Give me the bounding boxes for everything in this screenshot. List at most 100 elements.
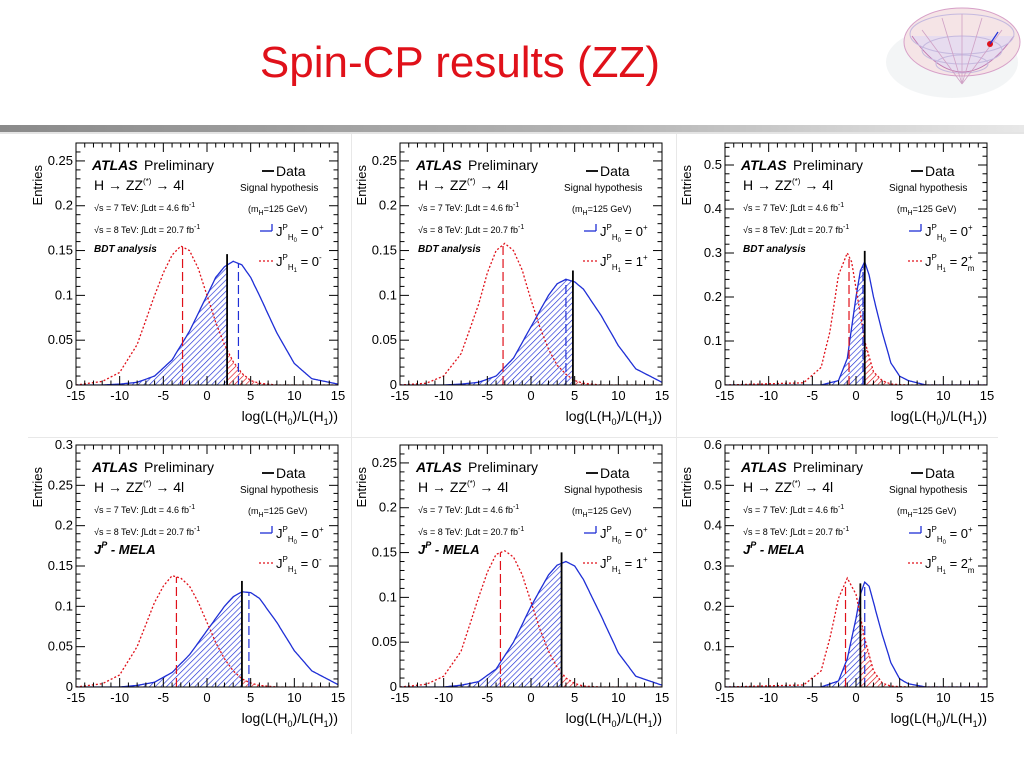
y-tick-label: 0.2 xyxy=(55,198,73,213)
series-null-line xyxy=(725,580,987,687)
x-tick-label: -15 xyxy=(716,388,735,403)
hyp-hsub: 1 xyxy=(294,570,298,576)
null-tail-hatch xyxy=(400,279,573,385)
series-null-line xyxy=(76,591,338,687)
mass-text: =125 GeV) xyxy=(913,506,957,516)
legend-alt-label: JPH1 = 1+ xyxy=(600,253,648,274)
atlas-text: ATLAS xyxy=(91,459,138,475)
hyp-j: J xyxy=(276,556,283,571)
x-tick-label: 5 xyxy=(896,388,903,403)
y-tick-label: 0.2 xyxy=(704,598,722,613)
x-label-sub: 1 xyxy=(324,417,329,427)
legend-alt-label: JPH1 = 1+ xyxy=(600,555,648,576)
null-tail-hatch xyxy=(400,563,562,687)
x-axis-label: log(L(H0)/L(H1)) xyxy=(891,710,987,729)
alt-tail-hatch xyxy=(561,672,662,687)
y-tick-label: 0.25 xyxy=(48,153,73,168)
analysis-text: BDT analysis xyxy=(94,244,157,255)
x-tick-label: 15 xyxy=(655,388,669,403)
y-tick-label: 0.1 xyxy=(704,639,722,654)
mass-sub: H xyxy=(583,512,588,519)
process-label: H → ZZ(*) → 4l xyxy=(94,177,184,193)
lumi-7-label: √s = 7 TeV: ∫Ldt = 4.6 fb-1 xyxy=(743,202,844,213)
process-sup: (*) xyxy=(143,479,152,488)
x-tick-label: 5 xyxy=(571,388,578,403)
y-axis-label: Entries xyxy=(354,467,369,508)
x-tick-label: 10 xyxy=(611,690,625,705)
legend-alt-label: JPH1 = 0- xyxy=(276,253,322,274)
plot-area xyxy=(725,576,987,687)
mass-text: (m xyxy=(897,506,908,516)
atlas-label: ATLAS xyxy=(91,459,138,475)
x-tick-label: 0 xyxy=(852,690,859,705)
hyp-eq: = 0 xyxy=(946,526,968,541)
y-tick-label: 0.3 xyxy=(55,440,73,452)
lumi-8-label: √s = 8 TeV: ∫Ldt = 20.7 fb-1 xyxy=(418,224,524,235)
alt-tail-hatch xyxy=(860,616,987,687)
lumi-7-label: √s = 7 TeV: ∫Ldt = 4.6 fb-1 xyxy=(743,504,844,515)
x-label-sub: 1 xyxy=(648,719,653,729)
process-text: H → ZZ xyxy=(743,177,792,193)
lumi-text: √s = 7 TeV: ∫Ldt = 4.6 fb xyxy=(743,505,838,515)
signal-hypothesis-label: Signal hypothesis xyxy=(889,183,967,194)
mass-text: =125 GeV) xyxy=(264,506,308,516)
x-label-part: log(L(H xyxy=(242,710,288,726)
y-tick-label: 0.15 xyxy=(372,243,397,258)
x-label-part: )/L(H xyxy=(293,408,324,424)
x-label-part: )) xyxy=(653,408,662,424)
x-tick-label: 0 xyxy=(203,388,210,403)
x-label-part: )) xyxy=(329,710,338,726)
hyp-sup: P xyxy=(932,555,937,564)
x-label-part: log(L(H xyxy=(891,408,937,424)
x-tick-label: -5 xyxy=(482,388,494,403)
analysis-label: BDT analysis xyxy=(94,244,157,255)
hyp-alt-sup: - xyxy=(319,555,322,564)
lumi-text: √s = 7 TeV: ∫Ldt = 4.6 fb xyxy=(418,203,513,213)
x-label-sub: 1 xyxy=(648,417,653,427)
chart-svg: -15 -10 -5 0 5 10 1500.10.20.30.40.50.6Entries… xyxy=(679,440,994,729)
lumi-sup: -1 xyxy=(189,504,195,511)
x-label-sub: 1 xyxy=(973,719,978,729)
x-tick-label: -15 xyxy=(67,388,86,403)
hyp-h: H xyxy=(288,233,294,242)
process-label: H → ZZ(*) → 4l xyxy=(743,177,833,193)
hyp-j: J xyxy=(925,526,932,541)
hyp-eq: = 2 xyxy=(946,556,968,571)
hyp-plus: + xyxy=(643,525,648,534)
lumi-sup: -1 xyxy=(194,526,200,533)
x-tick-label: 5 xyxy=(247,388,254,403)
hyp-hsub: 0 xyxy=(618,540,622,546)
x-tick-label: -10 xyxy=(759,690,778,705)
x-axis-label: log(L(H0)/L(H1)) xyxy=(242,710,338,729)
legend-data-label: Data xyxy=(276,465,306,481)
hyp-alt-sup: + xyxy=(968,253,973,262)
preliminary-label: Preliminary xyxy=(468,459,538,475)
alt-tail-hatch xyxy=(864,341,987,385)
series-alt-line xyxy=(725,576,987,687)
y-tick-label: 0.2 xyxy=(379,198,397,213)
x-label-sub: 1 xyxy=(973,417,978,427)
y-tick-label: 0.5 xyxy=(704,477,722,492)
lumi-text: √s = 8 TeV: ∫Ldt = 20.7 fb xyxy=(743,527,843,537)
y-tick-label: 0 xyxy=(66,679,73,694)
hyp-h: H xyxy=(288,565,294,574)
y-tick-label: 0.2 xyxy=(704,289,722,304)
lumi-7-label: √s = 7 TeV: ∫Ldt = 4.6 fb-1 xyxy=(418,504,519,515)
atlas-label: ATLAS xyxy=(415,157,462,173)
atlas-text: ATLAS xyxy=(91,157,138,173)
mass-sub: H xyxy=(259,210,264,217)
analysis-text: J xyxy=(743,542,751,557)
hyp-h: H xyxy=(937,233,943,242)
y-tick-label: 0.25 xyxy=(372,153,397,168)
series-alt-line xyxy=(400,550,662,687)
chart-svg: -15 -10 -5 0 5 10 1500.050.10.150.20.25Entries… xyxy=(30,142,345,427)
x-tick-label: 0 xyxy=(527,388,534,403)
hyp-h: H xyxy=(937,263,943,272)
x-label-part: log(L(H xyxy=(566,710,612,726)
chart-panel-5: -15 -10 -5 0 5 10 15 0 0.05 0.1 0.15 0.2 0.25 Entries… xyxy=(352,440,670,738)
hyp-hsub: 1 xyxy=(943,570,947,576)
